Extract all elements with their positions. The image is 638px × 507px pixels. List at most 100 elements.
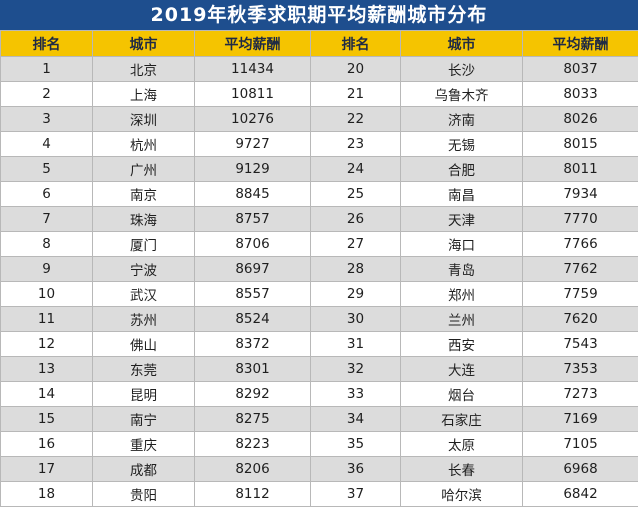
rank-cell: 18 bbox=[1, 482, 93, 507]
rank-cell: 15 bbox=[1, 407, 93, 432]
salary-cell: 7620 bbox=[523, 307, 638, 332]
salary-cell: 8706 bbox=[195, 232, 311, 257]
city-cell: 珠海 bbox=[93, 207, 195, 232]
city-cell: 郑州 bbox=[401, 282, 523, 307]
salary-cell: 6842 bbox=[523, 482, 638, 507]
rank-cell: 20 bbox=[311, 57, 401, 82]
salary-cell: 8206 bbox=[195, 457, 311, 482]
header-rank: 排名 bbox=[1, 31, 93, 57]
city-cell: 南宁 bbox=[93, 407, 195, 432]
city-cell: 济南 bbox=[401, 107, 523, 132]
city-cell: 烟台 bbox=[401, 382, 523, 407]
rank-cell: 9 bbox=[1, 257, 93, 282]
city-cell: 广州 bbox=[93, 157, 195, 182]
rank-cell: 7 bbox=[1, 207, 93, 232]
city-cell: 武汉 bbox=[93, 282, 195, 307]
rank-cell: 35 bbox=[311, 432, 401, 457]
city-cell: 宁波 bbox=[93, 257, 195, 282]
salary-cell: 7543 bbox=[523, 332, 638, 357]
rank-cell: 23 bbox=[311, 132, 401, 157]
rank-cell: 34 bbox=[311, 407, 401, 432]
rank-cell: 16 bbox=[1, 432, 93, 457]
city-cell: 天津 bbox=[401, 207, 523, 232]
city-cell: 大连 bbox=[401, 357, 523, 382]
city-cell: 哈尔滨 bbox=[401, 482, 523, 507]
city-cell: 海口 bbox=[401, 232, 523, 257]
salary-cell: 7934 bbox=[523, 182, 638, 207]
salary-cell: 8223 bbox=[195, 432, 311, 457]
rank-cell: 30 bbox=[311, 307, 401, 332]
rank-cell: 33 bbox=[311, 382, 401, 407]
city-cell: 深圳 bbox=[93, 107, 195, 132]
city-cell: 贵阳 bbox=[93, 482, 195, 507]
city-cell: 昆明 bbox=[93, 382, 195, 407]
rank-cell: 21 bbox=[311, 82, 401, 107]
salary-cell: 8697 bbox=[195, 257, 311, 282]
city-cell: 成都 bbox=[93, 457, 195, 482]
rank-cell: 12 bbox=[1, 332, 93, 357]
rank-cell: 11 bbox=[1, 307, 93, 332]
header-city: 城市 bbox=[93, 31, 195, 57]
rank-cell: 1 bbox=[1, 57, 93, 82]
header-city: 城市 bbox=[401, 31, 523, 57]
rank-cell: 5 bbox=[1, 157, 93, 182]
salary-cell: 8011 bbox=[523, 157, 638, 182]
salary-cell: 6968 bbox=[523, 457, 638, 482]
salary-cell: 7770 bbox=[523, 207, 638, 232]
rank-cell: 31 bbox=[311, 332, 401, 357]
rank-cell: 32 bbox=[311, 357, 401, 382]
rank-cell: 28 bbox=[311, 257, 401, 282]
city-cell: 长沙 bbox=[401, 57, 523, 82]
rank-cell: 37 bbox=[311, 482, 401, 507]
city-cell: 南京 bbox=[93, 182, 195, 207]
header-salary: 平均薪酬 bbox=[523, 31, 638, 57]
salary-cell: 11434 bbox=[195, 57, 311, 82]
city-cell: 苏州 bbox=[93, 307, 195, 332]
rank-cell: 17 bbox=[1, 457, 93, 482]
salary-cell: 8112 bbox=[195, 482, 311, 507]
salary-cell: 7105 bbox=[523, 432, 638, 457]
salary-cell: 7762 bbox=[523, 257, 638, 282]
salary-cell: 7273 bbox=[523, 382, 638, 407]
city-cell: 西安 bbox=[401, 332, 523, 357]
city-cell: 上海 bbox=[93, 82, 195, 107]
city-cell: 青岛 bbox=[401, 257, 523, 282]
city-cell: 佛山 bbox=[93, 332, 195, 357]
salary-cell: 7169 bbox=[523, 407, 638, 432]
city-cell: 南昌 bbox=[401, 182, 523, 207]
city-cell: 乌鲁木齐 bbox=[401, 82, 523, 107]
header-salary: 平均薪酬 bbox=[195, 31, 311, 57]
page-title: 2019年秋季求职期平均薪酬城市分布 bbox=[0, 0, 638, 30]
rank-cell: 3 bbox=[1, 107, 93, 132]
salary-cell: 8557 bbox=[195, 282, 311, 307]
city-cell: 太原 bbox=[401, 432, 523, 457]
salary-cell: 10276 bbox=[195, 107, 311, 132]
header-row: 排名 城市 平均薪酬 排名 城市 平均薪酬 bbox=[1, 31, 638, 57]
rank-cell: 14 bbox=[1, 382, 93, 407]
salary-cell: 8372 bbox=[195, 332, 311, 357]
city-cell: 杭州 bbox=[93, 132, 195, 157]
salary-cell: 8301 bbox=[195, 357, 311, 382]
city-cell: 无锡 bbox=[401, 132, 523, 157]
city-cell: 东莞 bbox=[93, 357, 195, 382]
city-cell: 兰州 bbox=[401, 307, 523, 332]
header-rank: 排名 bbox=[311, 31, 401, 57]
salary-cell: 9129 bbox=[195, 157, 311, 182]
rank-cell: 8 bbox=[1, 232, 93, 257]
rank-cell: 4 bbox=[1, 132, 93, 157]
city-cell: 北京 bbox=[93, 57, 195, 82]
city-cell: 重庆 bbox=[93, 432, 195, 457]
salary-cell: 10811 bbox=[195, 82, 311, 107]
city-cell: 石家庄 bbox=[401, 407, 523, 432]
